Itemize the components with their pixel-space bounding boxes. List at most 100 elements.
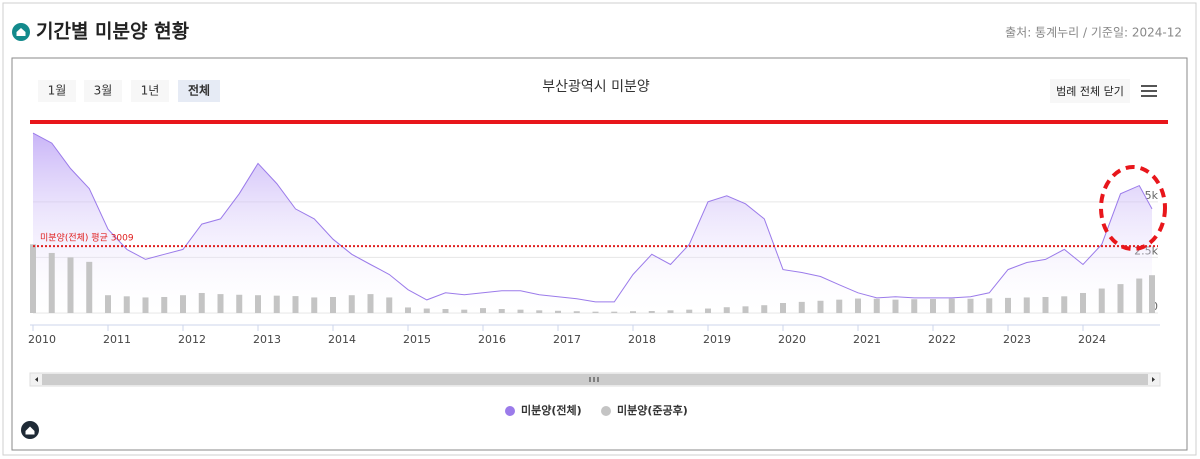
bar	[1136, 278, 1143, 313]
bar	[836, 299, 843, 313]
bar	[630, 311, 636, 313]
range-button[interactable]	[84, 80, 122, 102]
bar	[461, 309, 468, 313]
x-tick-label: 2022	[928, 333, 956, 346]
bar	[592, 311, 599, 313]
legend-marker[interactable]	[601, 406, 611, 416]
bar	[30, 244, 36, 313]
bar	[873, 298, 880, 313]
legend-marker[interactable]	[505, 406, 515, 416]
bar	[86, 261, 93, 313]
x-tick-label: 2012	[178, 333, 206, 346]
bar	[1080, 292, 1086, 313]
x-tick-label: 2019	[703, 333, 731, 346]
x-tick-label: 2024	[1078, 333, 1106, 346]
bar	[948, 298, 955, 313]
page-title: 기간별 미분양 현황	[36, 20, 190, 43]
bar	[686, 309, 693, 313]
bar	[161, 296, 168, 313]
legend-label[interactable]: 미분양(준공후)	[617, 403, 688, 417]
x-tick-label: 2017	[553, 333, 581, 346]
bar	[911, 299, 918, 313]
x-tick-label: 2014	[328, 333, 356, 346]
source: 출처: 통계누리 / 기준일: 2024-12	[1005, 26, 1182, 40]
bar	[536, 310, 543, 313]
bar	[817, 300, 824, 313]
annotation-circle	[1099, 165, 1167, 251]
bar	[742, 306, 749, 313]
bar	[498, 308, 505, 313]
menu-icon[interactable]	[1141, 85, 1157, 97]
bar	[405, 307, 411, 313]
bar	[142, 297, 149, 313]
bar	[236, 294, 243, 313]
bar	[705, 308, 711, 313]
bar	[48, 252, 55, 313]
x-tick-label: 2020	[778, 333, 806, 346]
x-tick-label: 2010	[28, 333, 56, 346]
bar	[667, 310, 674, 313]
y-tick-label: 5k	[1145, 189, 1159, 202]
x-tick-label: 2013	[253, 333, 281, 346]
bar	[1023, 297, 1030, 313]
scroll-grip[interactable]	[589, 377, 599, 382]
bar	[648, 310, 655, 313]
range-button-label[interactable]: 3월	[94, 84, 113, 98]
x-tick-label: 2015	[403, 333, 431, 346]
area-fill	[33, 133, 1152, 313]
menu-bar[interactable]	[1141, 95, 1157, 97]
scrollbar-thumb[interactable]	[42, 374, 1148, 385]
bar	[123, 296, 130, 313]
title-icon-house	[16, 28, 26, 36]
legend-label[interactable]: 미분양(전체)	[521, 403, 582, 417]
x-tick-label: 2016	[478, 333, 506, 346]
x-tick-label: 2018	[628, 333, 656, 346]
bar	[780, 302, 786, 313]
x-tick-label: 2011	[103, 333, 131, 346]
bar	[330, 296, 336, 313]
bar	[480, 308, 486, 313]
bar	[255, 295, 261, 313]
bar	[1117, 284, 1124, 313]
bar	[1005, 297, 1011, 313]
bar	[1149, 275, 1155, 313]
area-line	[32, 132, 1153, 303]
range-button-label[interactable]: 전체	[188, 83, 210, 98]
bar	[517, 309, 524, 313]
scroll-right[interactable]	[1152, 377, 1155, 382]
average-label: 미분양(전체) 평균 3009	[40, 233, 134, 244]
bar	[367, 294, 374, 313]
bar	[348, 295, 355, 313]
range-button[interactable]	[131, 80, 169, 102]
bar	[67, 257, 74, 313]
bar	[1061, 296, 1068, 313]
legend-toggle-button[interactable]	[1050, 79, 1130, 103]
bar	[442, 308, 449, 313]
bar	[611, 311, 618, 313]
bar	[761, 305, 768, 313]
bar	[198, 292, 205, 313]
range-button-label[interactable]: 1년	[141, 84, 160, 98]
bar	[855, 298, 861, 313]
bar	[217, 294, 224, 313]
range-button[interactable]	[38, 80, 76, 102]
bar	[292, 296, 299, 313]
menu-bar[interactable]	[1141, 85, 1157, 87]
bar	[180, 295, 186, 313]
bar	[105, 295, 111, 313]
scroll-left[interactable]	[35, 377, 38, 382]
range-button[interactable]	[178, 80, 220, 102]
bar	[573, 311, 580, 313]
bar	[892, 299, 899, 313]
bar	[311, 297, 318, 313]
x-tick-label: 2021	[853, 333, 881, 346]
menu-bar[interactable]	[1141, 90, 1157, 92]
bar	[386, 297, 393, 313]
bar	[986, 298, 993, 313]
bar	[1042, 296, 1049, 313]
legend-toggle[interactable]: 범례 전체 닫기	[1056, 85, 1124, 98]
bar	[273, 295, 280, 313]
range-button-label[interactable]: 1월	[48, 84, 67, 98]
